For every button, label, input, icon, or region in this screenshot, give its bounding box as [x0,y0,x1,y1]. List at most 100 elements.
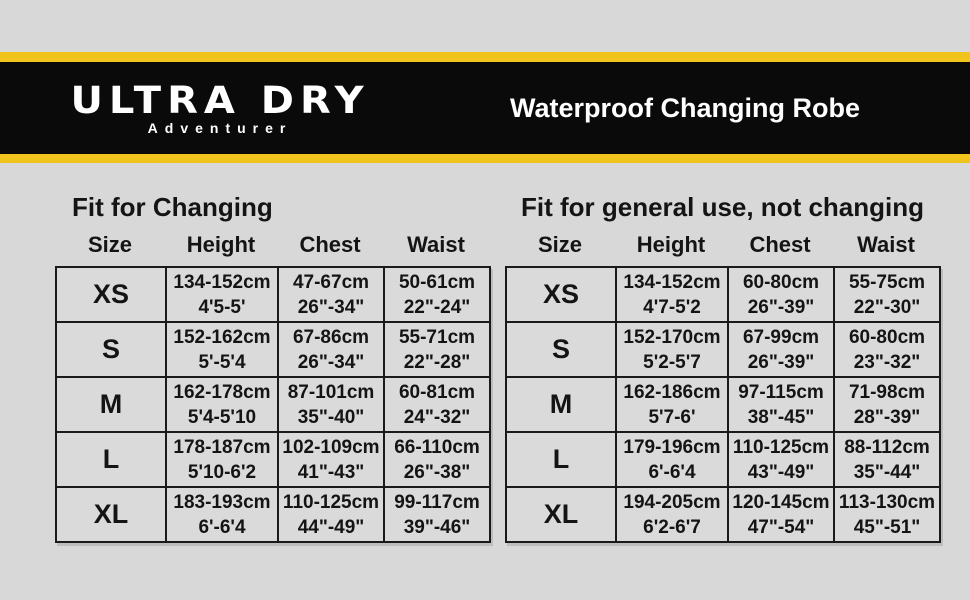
height-value-line: 179-196cm [623,436,721,458]
size-table: XS 134-152cm 4'5-5' 47-67cm 26"-34" 50-61cm 22… [55,266,491,543]
waist-value-line: 22"-30" [853,296,921,318]
waist-value-line: 99-117cm [394,491,480,513]
height-value-line: 5'4-5'10 [187,406,257,428]
chest-value-line: 43"-49" [747,461,815,483]
chest-value-line: 26"-34" [297,351,365,373]
chest-value-line: 26"-34" [297,296,365,318]
waist-cell: 60-80cm 23"-32" [833,321,941,378]
size-label: S [505,321,617,378]
column-header-size: Size [87,231,133,257]
size-label: L [55,431,167,488]
height-value-line: 4'7-5'2 [643,296,701,318]
waist-value-line: 23"-32" [853,351,921,373]
waist-value-line: 60-80cm [848,326,926,348]
brand-name: ULTRA DRY [70,78,370,123]
chest-cell: 67-99cm 26"-39" [727,321,835,378]
height-cell: 134-152cm 4'7-5'2 [615,266,729,323]
size-row: M 162-186cm 5'7-6' 97-115cm 38"-45" 71-98cm 28… [505,376,941,433]
chest-value-line: 41"-43" [297,461,365,483]
chest-value-line: 87-101cm [287,381,375,403]
waist-cell: 55-75cm 22"-30" [833,266,941,323]
waist-value-line: 60-81cm [398,381,476,403]
height-cell: 178-187cm 5'10-6'2 [165,431,279,488]
height-value-line: 194-205cm [623,491,721,513]
chest-cell: 60-80cm 26"-39" [727,266,835,323]
height-value-line: 178-187cm [173,436,271,458]
chest-value-line: 110-125cm [282,491,380,513]
size-label: M [505,376,617,433]
height-value-line: 5'2-5'7 [643,351,701,373]
column-headers: Size Height Chest Waist [505,223,940,266]
chest-cell: 67-86cm 26"-34" [277,321,385,378]
waist-cell: 88-112cm 35"-44" [833,431,941,488]
column-header-chest: Chest [299,231,361,257]
waist-value-line: 35"-44" [853,461,921,483]
chest-value-line: 60-80cm [742,271,820,293]
size-row: L 179-196cm 6'-6'4 110-125cm 43"-49" 88-112cm… [505,431,941,488]
chest-cell: 120-145cm 47"-54" [727,486,835,543]
size-label: S [55,321,167,378]
size-table-general-use: Fit for general use, not changing Size H… [505,192,941,543]
height-value-line: 134-152cm [173,271,271,293]
size-table: XS 134-152cm 4'7-5'2 60-80cm 26"-39" 55-75cm 2… [505,266,941,543]
waist-value-line: 88-112cm [844,436,930,458]
column-header-height: Height [636,231,706,257]
size-row: XS 134-152cm 4'7-5'2 60-80cm 26"-39" 55-75cm 2… [505,266,941,323]
height-value-line: 183-193cm [173,491,271,513]
size-table-changing: Fit for Changing Size Height Chest Waist… [55,192,491,543]
waist-cell: 113-130cm 45"-51" [833,486,941,543]
height-value-line: 6'2-6'7 [643,516,701,538]
chest-value-line: 38"-45" [747,406,815,428]
height-cell: 162-186cm 5'7-6' [615,376,729,433]
column-header-chest: Chest [749,231,811,257]
height-cell: 152-162cm 5'-5'4 [165,321,279,378]
chest-cell: 97-115cm 38"-45" [727,376,835,433]
height-cell: 134-152cm 4'5-5' [165,266,279,323]
waist-cell: 71-98cm 28"-39" [833,376,941,433]
column-header-waist: Waist [407,231,465,257]
waist-cell: 55-71cm 22"-28" [383,321,491,378]
height-cell: 162-178cm 5'4-5'10 [165,376,279,433]
size-row: XL 194-205cm 6'2-6'7 120-145cm 47"-54" 113-13… [505,486,941,543]
waist-value-line: 113-130cm [838,491,936,513]
height-value-line: 5'7-6' [648,406,696,428]
height-value-line: 162-178cm [173,381,271,403]
chest-cell: 110-125cm 43"-49" [727,431,835,488]
waist-value-line: 26"-38" [403,461,471,483]
table-title-general-use: Fit for general use, not changing [520,192,925,222]
height-value-line: 5'10-6'2 [187,461,257,483]
chest-cell: 110-125cm 44"-49" [277,486,385,543]
height-value-line: 5'-5'4 [198,351,246,373]
size-row: S 152-170cm 5'2-5'7 67-99cm 26"-39" 60-80cm 23… [505,321,941,378]
chest-cell: 102-109cm 41"-43" [277,431,385,488]
chest-value-line: 97-115cm [738,381,824,403]
waist-value-line: 28"-39" [853,406,921,428]
waist-value-line: 66-110cm [394,436,480,458]
height-value-line: 152-170cm [623,326,721,348]
chest-value-line: 110-125cm [732,436,830,458]
waist-value-line: 50-61cm [398,271,476,293]
waist-value-line: 24"-32" [403,406,471,428]
size-label: L [505,431,617,488]
waist-value-line: 55-75cm [848,271,926,293]
chest-cell: 47-67cm 26"-34" [277,266,385,323]
waist-value-line: 55-71cm [398,326,476,348]
waist-value-line: 39"-46" [403,516,471,538]
height-value-line: 134-152cm [623,271,721,293]
waist-cell: 60-81cm 24"-32" [383,376,491,433]
chest-value-line: 102-109cm [282,436,380,458]
brand-banner: ULTRA DRY Adventurer Waterproof Changing… [0,52,970,163]
product-title: Waterproof Changing Robe [510,92,860,123]
chest-value-line: 120-145cm [732,491,830,513]
chest-cell: 87-101cm 35"-40" [277,376,385,433]
column-headers: Size Height Chest Waist [55,223,489,266]
size-row: S 152-162cm 5'-5'4 67-86cm 26"-34" 55-71cm 22"… [55,321,491,378]
table-title-changing: Fit for Changing [72,192,273,222]
chest-value-line: 47-67cm [292,271,370,293]
chest-value-line: 35"-40" [297,406,365,428]
waist-cell: 66-110cm 26"-38" [383,431,491,488]
waist-value-line: 22"-28" [403,351,471,373]
size-label: XS [505,266,617,323]
height-value-line: 4'5-5' [198,296,246,318]
